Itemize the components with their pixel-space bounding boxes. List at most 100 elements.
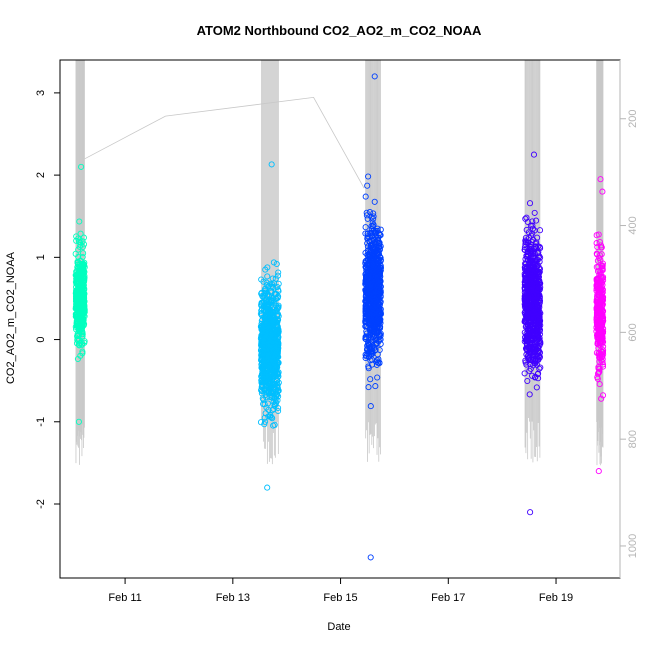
data-point (367, 255, 375, 262)
data-point (362, 224, 369, 231)
data-point (527, 509, 534, 516)
data-point (600, 347, 607, 354)
data-point (521, 264, 528, 271)
data-point (526, 323, 533, 330)
data-point (522, 359, 529, 366)
data-point (364, 182, 371, 189)
data-point (521, 329, 528, 336)
data-point (73, 305, 80, 312)
data-point (72, 295, 80, 302)
data-point (594, 243, 601, 251)
data-point (599, 267, 606, 274)
data-point (534, 371, 541, 378)
data-point (533, 274, 540, 281)
data-point (597, 276, 604, 284)
data-point (363, 209, 370, 216)
data-point (594, 370, 602, 377)
data-point (366, 246, 373, 254)
data-point (593, 240, 600, 247)
data-point (75, 287, 82, 294)
data-point (531, 209, 538, 216)
plot-content (72, 60, 607, 561)
data-point (594, 275, 601, 282)
data-point (524, 308, 531, 315)
data-point (599, 260, 606, 267)
data-point (374, 227, 381, 234)
data-point (365, 173, 372, 180)
data-point (376, 346, 383, 354)
data-point (258, 387, 265, 394)
data-point (526, 200, 534, 207)
data-point (362, 354, 369, 362)
data-point (270, 297, 277, 304)
data-point (529, 218, 536, 225)
data-point (81, 309, 88, 316)
data-point (77, 303, 84, 310)
data-point (535, 281, 542, 288)
data-point (536, 331, 543, 338)
data-point (73, 237, 80, 244)
data-point (79, 292, 86, 299)
data-point (531, 281, 538, 288)
data-point (598, 395, 605, 402)
data-point (77, 340, 84, 347)
data-point (377, 310, 384, 317)
data-point (364, 271, 372, 278)
data-point (594, 257, 601, 264)
data-point (595, 330, 602, 337)
data-point (264, 303, 271, 310)
data-point (273, 260, 280, 268)
x-axis-label: Date (327, 621, 350, 633)
data-point (270, 422, 277, 429)
data-point (75, 261, 82, 268)
data-point (374, 374, 381, 381)
data-point (529, 266, 537, 273)
data-point (523, 260, 530, 268)
data-point (364, 307, 371, 314)
data-point (77, 269, 84, 276)
data-point (258, 337, 265, 344)
data-point (258, 307, 265, 314)
data-point (536, 365, 543, 372)
data-point (264, 273, 271, 280)
plot-area (72, 60, 607, 561)
data-point (258, 289, 265, 296)
data-point (275, 335, 282, 342)
data-point (366, 297, 373, 304)
y2-axis: 200 400 600 800 1000 (619, 60, 639, 578)
data-point (363, 304, 370, 311)
data-point (533, 217, 540, 224)
data-point (262, 322, 270, 329)
data-point (532, 258, 539, 265)
data-point (266, 359, 273, 366)
data-point (80, 234, 87, 241)
data-point (261, 328, 268, 335)
data-point (527, 319, 534, 326)
data-point (365, 324, 372, 331)
data-point (368, 361, 376, 368)
data-point (77, 239, 84, 246)
y-tick-label: 2 (35, 172, 47, 178)
data-point (366, 262, 373, 269)
data-point (370, 243, 377, 250)
data-point (523, 295, 530, 302)
data-point (75, 327, 82, 334)
data-point (524, 284, 531, 292)
data-point (273, 353, 280, 360)
data-point (596, 318, 604, 325)
x-tick-label: Feb 13 (216, 592, 250, 604)
data-point (266, 315, 273, 322)
data-point (595, 369, 602, 376)
data-point (272, 380, 279, 388)
data-point (80, 250, 87, 257)
data-point (523, 330, 530, 337)
y2-tick-label: 800 (627, 430, 639, 448)
data-point (81, 268, 88, 275)
data-point (534, 338, 541, 346)
data-point (375, 316, 382, 323)
data-point (79, 348, 86, 355)
data-point (527, 301, 534, 308)
data-point (268, 161, 275, 168)
data-point (522, 241, 529, 248)
data-point (522, 215, 529, 222)
